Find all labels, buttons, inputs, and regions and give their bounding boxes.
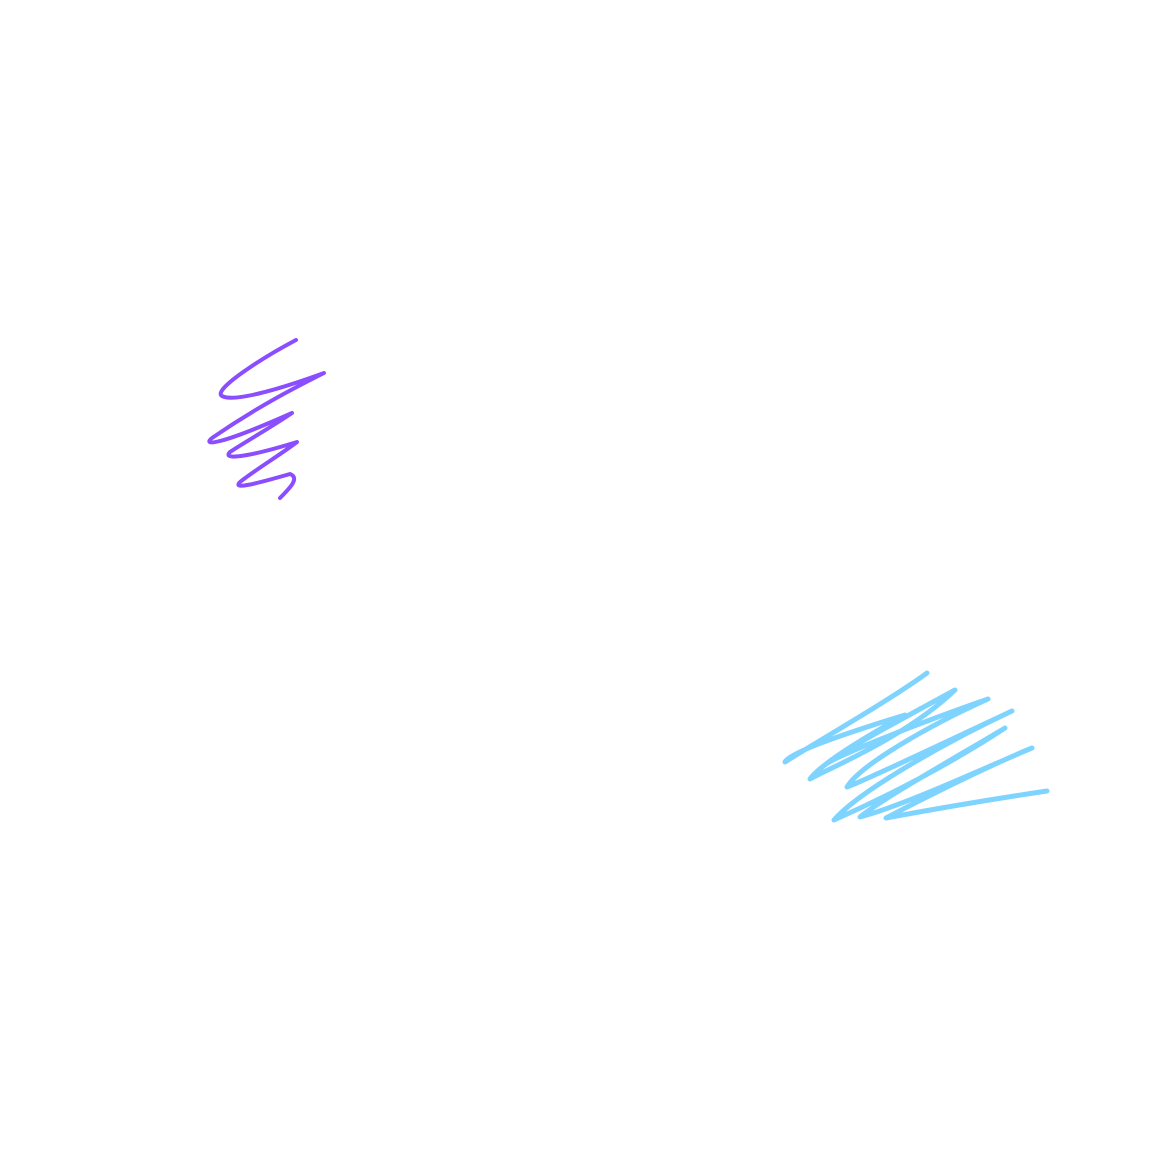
blue-scribble-stroke[interactable]	[782, 670, 1050, 823]
purple-scribble-stroke[interactable]	[207, 338, 326, 500]
